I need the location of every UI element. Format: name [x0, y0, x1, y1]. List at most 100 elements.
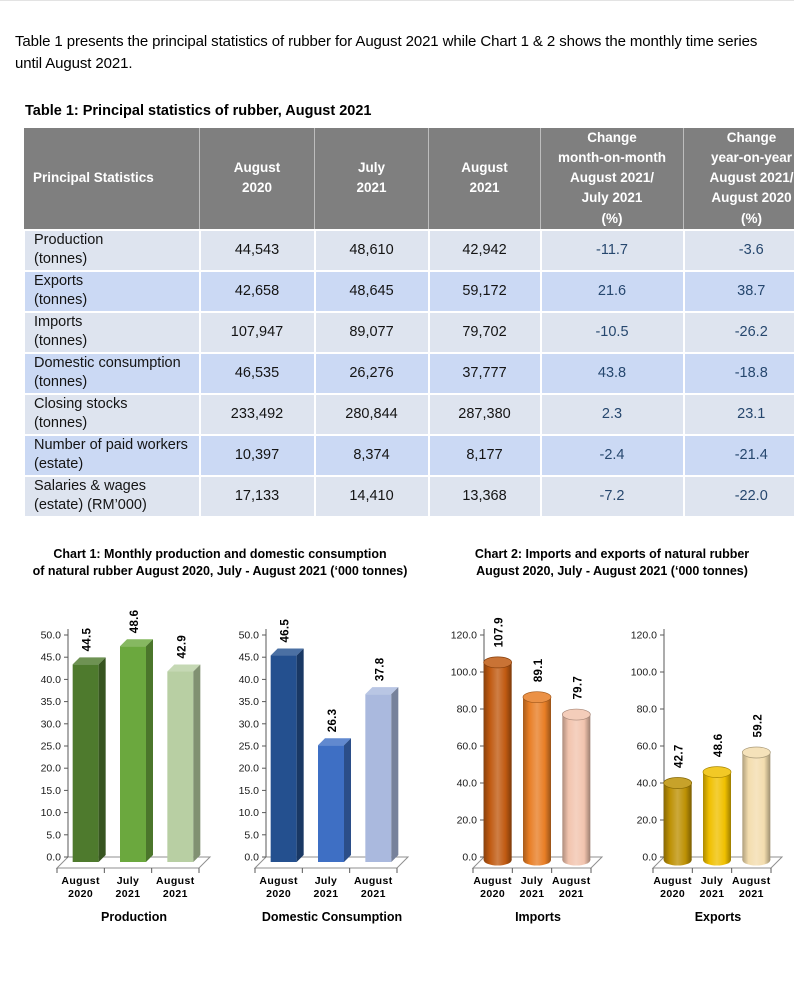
svg-text:July: July: [701, 875, 724, 887]
value-cell: 42,942: [429, 230, 541, 271]
value-cell: 42,658: [200, 271, 315, 312]
bar-value-label: 42.7: [674, 744, 686, 768]
svg-text:August: August: [732, 875, 771, 887]
bar-imports-2: [562, 714, 590, 859]
change-cell: -2.4: [541, 435, 684, 476]
value-cell: 46,535: [200, 353, 315, 394]
svg-text:80.0: 80.0: [637, 703, 658, 715]
value-cell: 8,374: [315, 435, 429, 476]
intro-paragraph: Table 1 presents the principal statistic…: [15, 31, 778, 75]
value-cell: 48,610: [315, 230, 429, 271]
bar-value-label: 44.5: [82, 627, 94, 651]
svg-text:40.0: 40.0: [637, 777, 658, 789]
value-cell: 13,368: [429, 476, 541, 517]
svg-text:0.0: 0.0: [244, 851, 259, 863]
value-cell: 59,172: [429, 271, 541, 312]
svg-text:2020: 2020: [480, 888, 505, 900]
svg-text:2021: 2021: [559, 888, 584, 900]
value-cell: 107,947: [200, 312, 315, 353]
bar-production-0: [73, 664, 99, 862]
change-cell: 2.3: [541, 394, 684, 435]
row-label-cell: Number of paid workers(estate): [24, 435, 200, 476]
bar-value-label: 48.6: [713, 733, 725, 757]
bar-value-label: 37.8: [374, 657, 386, 681]
svg-text:July: July: [315, 875, 338, 887]
change-cell: -7.2: [541, 476, 684, 517]
svg-text:2020: 2020: [68, 888, 93, 900]
svg-text:0.0: 0.0: [642, 851, 657, 863]
value-cell: 44,543: [200, 230, 315, 271]
bar-value-label: 46.5: [280, 618, 292, 642]
svg-text:80.0: 80.0: [457, 703, 478, 715]
svg-text:2020: 2020: [266, 888, 291, 900]
svg-text:5.0: 5.0: [46, 829, 61, 841]
bars-group: 107.989.179.7: [484, 617, 591, 865]
svg-text:50.0: 50.0: [41, 629, 62, 641]
svg-text:25.0: 25.0: [239, 740, 260, 752]
chart-panel-domestic-consumption: 0.05.010.015.020.025.030.035.040.045.050…: [220, 585, 418, 930]
svg-text:25.0: 25.0: [41, 740, 62, 752]
value-cell: 8,177: [429, 435, 541, 476]
bar-value-label: 48.6: [129, 609, 141, 633]
change-cell: -3.6: [684, 230, 794, 271]
svg-text:100.0: 100.0: [451, 666, 477, 678]
bar-exports-2: [742, 752, 770, 860]
change-cell: 21.6: [541, 271, 684, 312]
svg-text:2021: 2021: [739, 888, 764, 900]
svg-text:100.0: 100.0: [631, 666, 657, 678]
value-cell: 280,844: [315, 394, 429, 435]
value-cell: 287,380: [429, 394, 541, 435]
bar-exports-1: [703, 772, 731, 860]
svg-text:30.0: 30.0: [41, 718, 62, 730]
bar-imports-0: [484, 662, 512, 860]
bar-domestic-consumption-1: [318, 745, 344, 862]
value-cell: 14,410: [315, 476, 429, 517]
value-cell: 48,645: [315, 271, 429, 312]
change-cell: 38.7: [684, 271, 794, 312]
value-cell: 10,397: [200, 435, 315, 476]
svg-text:2021: 2021: [361, 888, 386, 900]
table-title: Table 1: Principal statistics of rubber,…: [25, 103, 794, 119]
change-cell: -22.0: [684, 476, 794, 517]
svg-text:2021: 2021: [163, 888, 188, 900]
svg-text:60.0: 60.0: [457, 740, 478, 752]
svg-text:August: August: [653, 875, 692, 887]
svg-text:2020: 2020: [660, 888, 685, 900]
chart-panel-production: 0.05.010.015.020.025.030.035.040.045.050…: [22, 585, 220, 930]
change-cell: -11.7: [541, 230, 684, 271]
svg-text:2021: 2021: [314, 888, 339, 900]
svg-text:15.0: 15.0: [239, 785, 260, 797]
chart-title: Chart 2: Imports and exports of natural …: [432, 546, 792, 581]
svg-text:40.0: 40.0: [41, 674, 62, 686]
bar-exports-0: [664, 783, 692, 860]
svg-text:120.0: 120.0: [631, 629, 657, 641]
table-header-cell: Principal Statistics: [24, 128, 200, 230]
chart-2-imports-exports: Chart 2: Imports and exports of natural …: [432, 546, 792, 930]
svg-text:45.0: 45.0: [41, 651, 62, 663]
bars-group: 46.526.337.8: [271, 618, 399, 861]
charts-section: Chart 1: Monthly production and domestic…: [0, 546, 794, 930]
row-label-cell: Salaries & wages(estate) (RM’000): [24, 476, 200, 517]
svg-text:July: July: [117, 875, 140, 887]
svg-text:August: August: [61, 875, 100, 887]
change-cell: -21.4: [684, 435, 794, 476]
svg-text:August: August: [259, 875, 298, 887]
bar-value-label: 79.7: [572, 676, 584, 700]
svg-text:August: August: [354, 875, 393, 887]
